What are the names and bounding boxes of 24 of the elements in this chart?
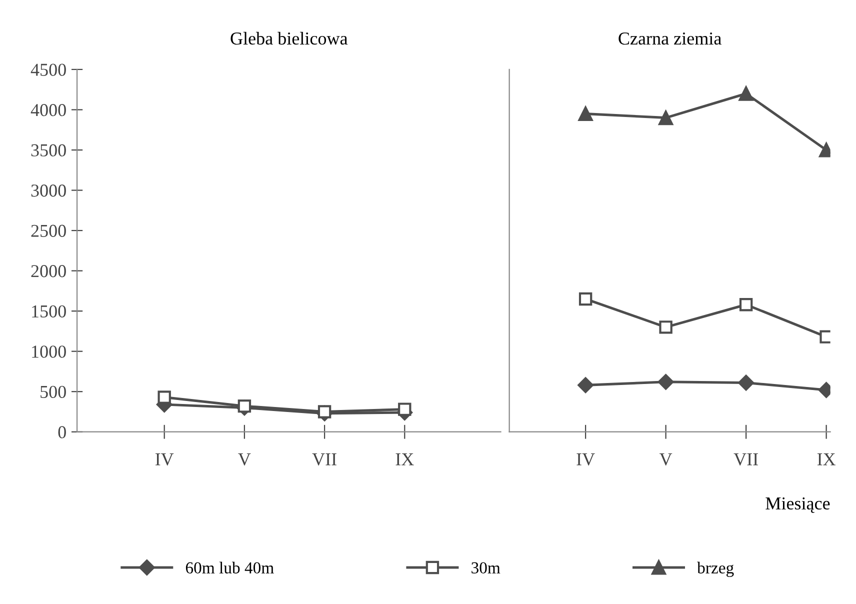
x-tick-label: VII [734, 453, 758, 466]
x-tick-label: IX [396, 453, 414, 466]
y-tick-label: 3500 [31, 144, 66, 156]
legend-label: 30m [472, 562, 500, 574]
legend-label: brzeg [697, 562, 734, 577]
chart-title: Gleba bielicowa [230, 32, 348, 45]
chart-title: Czarna ziemia [618, 32, 722, 45]
x-tick-label: IV [576, 453, 595, 466]
y-tick-label: 3000 [31, 184, 66, 197]
y-tick-label: 500 [40, 386, 66, 398]
x-tick-label: VII [312, 453, 336, 466]
y-tick-label: 0 [58, 426, 66, 438]
y-tick-label: 1500 [32, 305, 66, 318]
y-tick-label: 2000 [31, 265, 66, 278]
x-tick-label: IX [817, 453, 836, 466]
x-axis-title: Miesiące [766, 497, 830, 513]
legend-label: 60m lub 40m [186, 562, 274, 574]
y-tick-label: 2500 [31, 224, 66, 237]
y-tick-label: 4500 [30, 64, 66, 76]
y-tick-label: 4000 [30, 104, 66, 116]
y-tick-label: 1000 [32, 346, 66, 358]
x-tick-label: IV [155, 453, 174, 466]
x-tick-label: V [659, 453, 672, 466]
x-tick-label: V [238, 453, 251, 466]
